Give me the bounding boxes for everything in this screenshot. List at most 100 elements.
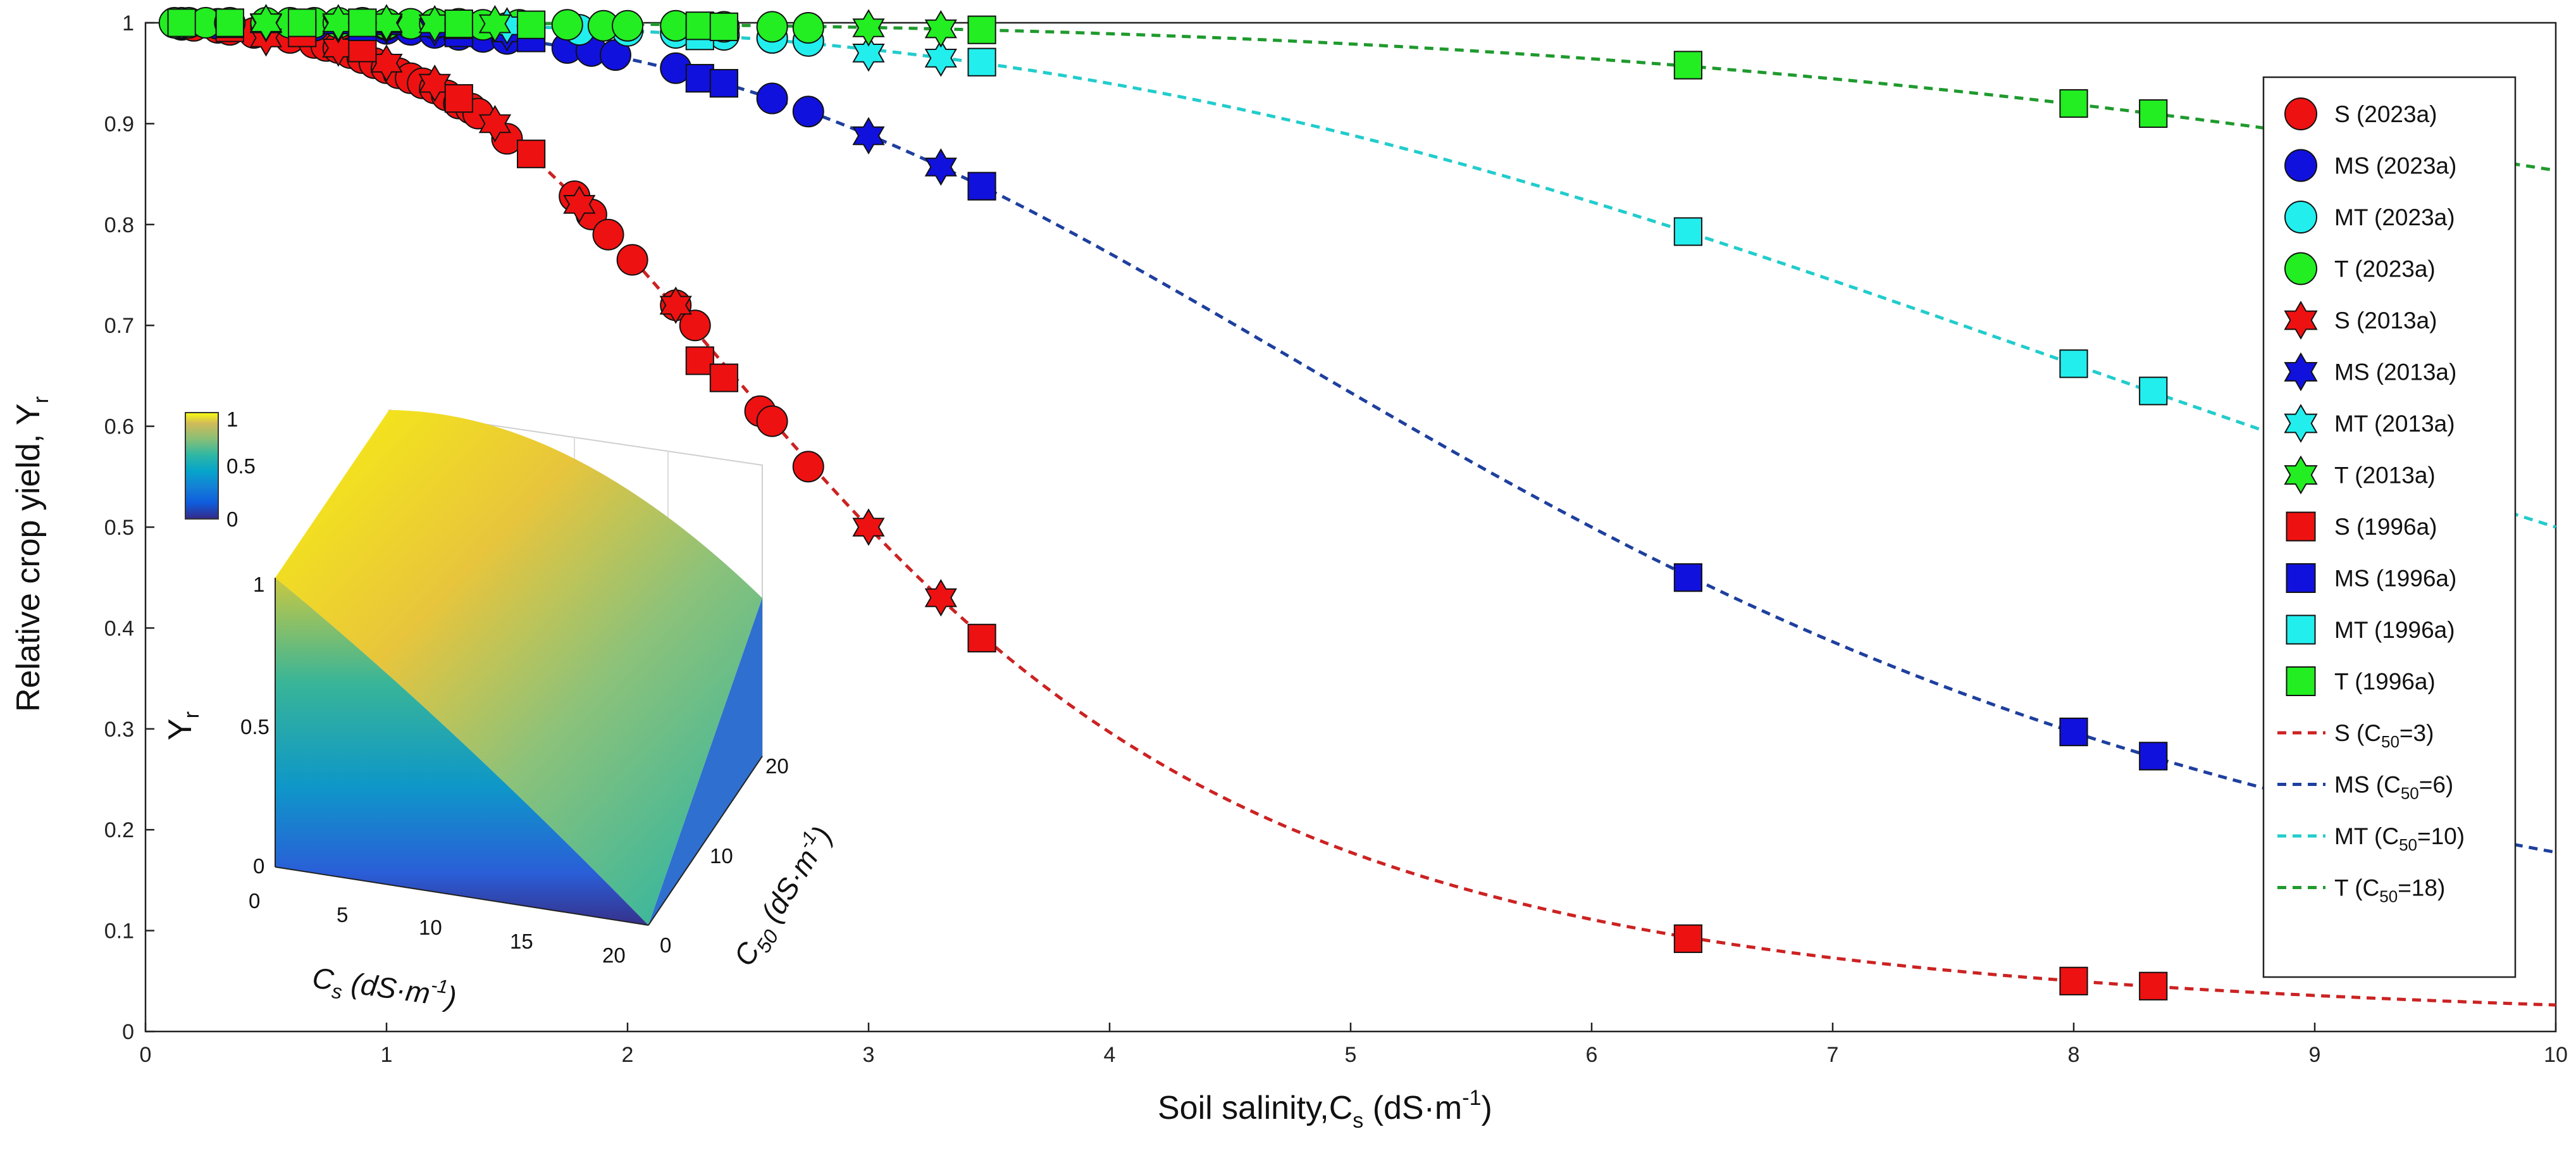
t-square-point [685, 11, 714, 41]
legend-marker [2286, 563, 2316, 593]
t-square-point [288, 8, 317, 37]
x-tick-label: 9 [2309, 1043, 2321, 1067]
y-tick-label: 0.6 [104, 415, 134, 439]
ms-hexagram-point [852, 116, 885, 155]
t-square-point [517, 10, 546, 39]
s-hexagram-point [852, 508, 885, 546]
inset-x-axis [275, 866, 649, 926]
legend-label: MT (2013a) [2334, 411, 2455, 437]
legend-label: MS (2023a) [2334, 153, 2456, 179]
legend-label: T (C50=18) [2334, 875, 2445, 906]
t-square-point [348, 8, 377, 37]
x-tick-label: 1 [381, 1043, 393, 1067]
t-square-point [1673, 51, 1703, 80]
t-hexagram-point [478, 5, 512, 43]
t-circle-point [551, 9, 583, 41]
y-tick-label: 1 [122, 11, 134, 35]
x-tick-label: 2 [622, 1043, 634, 1067]
ms-circle-point [756, 82, 788, 115]
t-hexagram-point [852, 9, 885, 47]
t-square-point [167, 8, 196, 37]
inset-z-tick: 0.5 [240, 715, 269, 739]
legend-marker [2286, 614, 2316, 645]
inset-z-label: Yr [162, 711, 204, 740]
s-hexagram-point [924, 579, 957, 617]
y-axis-label: Relative crop yield, Yr [10, 396, 53, 712]
y-tick-label: 0.2 [104, 818, 134, 842]
legend-marker [2284, 352, 2318, 392]
y-tick-label: 0.4 [104, 616, 134, 640]
inset-x-tick: 15 [510, 930, 533, 953]
y-tick-label: 0.7 [104, 314, 134, 338]
inset-y-tick: 20 [765, 754, 789, 778]
legend-label: S (1996a) [2334, 514, 2437, 540]
inset-x-tick: 20 [602, 944, 626, 967]
mt-square-point [1673, 217, 1703, 246]
ms-circle-point [792, 96, 824, 128]
t-square-point [2059, 89, 2088, 118]
inset-z-tick: 0 [253, 854, 264, 878]
legend-marker [2286, 666, 2316, 696]
t-hexagram-point [249, 4, 283, 42]
inset-surface-top [275, 410, 762, 925]
ms-square-point [709, 69, 739, 98]
ms-square-point [2139, 742, 2168, 771]
ms-square-point [1673, 563, 1703, 592]
legend-label: S (2013a) [2334, 308, 2437, 333]
legend-marker [2284, 97, 2317, 130]
s-circle-point [679, 309, 711, 342]
legend-marker [2286, 511, 2316, 542]
x-tick-label: 0 [140, 1043, 152, 1067]
legend-label: MT (C50=10) [2334, 823, 2465, 854]
x-axis-ticks: 0 1 2 3 4 5 6 7 8 9 10 [140, 1023, 2568, 1067]
t-circle-point [792, 11, 824, 44]
inset-surface-plot: 1 0.5 0 1 0.5 0 0 5 10 15 20 0 10 20 Yr … [162, 408, 838, 1014]
t-square-point [967, 15, 996, 44]
s-hexagram-point [563, 185, 596, 223]
mt-hexagram-point [852, 34, 885, 72]
inset-x-tick: 0 [249, 889, 260, 913]
x-tick-label: 6 [1586, 1043, 1598, 1067]
s-square-point [1673, 924, 1703, 953]
x-tick-label: 5 [1345, 1043, 1357, 1067]
inset-x-tick: 10 [419, 916, 442, 939]
x-tick-label: 8 [2068, 1043, 2080, 1067]
x-tick-label: 10 [2544, 1043, 2568, 1067]
inset-z-tick: 1 [253, 573, 264, 596]
legend-label: MS (C50=6) [2334, 772, 2453, 803]
s-square-point [517, 139, 546, 168]
s-circle-point [756, 405, 788, 437]
colorbar [185, 412, 219, 520]
s-square-point [967, 623, 996, 652]
y-axis-ticks: 0 0.1 0.2 0.3 0.4 0.5 0.6 0.7 0.8 0.9 1 [104, 11, 154, 1044]
inset-surface-side [648, 598, 762, 925]
ms-square-point [967, 171, 996, 201]
colorbar-tick-1: 1 [226, 408, 238, 431]
y-tick-label: 0 [122, 1020, 134, 1044]
y-tick-label: 0.3 [104, 718, 134, 742]
s-circle-point [792, 451, 824, 483]
s-square-point [2139, 971, 2168, 1000]
legend-label: S (2023a) [2334, 101, 2437, 127]
mt-square-point [967, 47, 996, 77]
legend-marker [2284, 201, 2317, 234]
colorbar-tick-0: 0 [226, 508, 238, 531]
x-tick-label: 7 [1827, 1043, 1839, 1067]
ms-hexagram-point [924, 148, 957, 186]
s-square-point [2059, 966, 2088, 995]
s-hexagram-point [659, 286, 692, 324]
y-tick-label: 0.5 [104, 516, 134, 540]
mt-hexagram-point [924, 39, 957, 77]
t-circle-point [612, 9, 643, 42]
inset-x-tick: 5 [337, 903, 348, 926]
legend-label: T (1996a) [2334, 669, 2436, 695]
colorbar-tick-0.5: 0.5 [226, 454, 256, 478]
t-hexagram-point [924, 10, 957, 48]
inset-y-tick: 10 [710, 844, 733, 868]
y-tick-label: 0.8 [104, 213, 134, 237]
legend-marker [2284, 149, 2317, 182]
inset-surface-front [275, 578, 648, 925]
t-square-point [709, 12, 739, 41]
t-circle-point [756, 11, 788, 43]
